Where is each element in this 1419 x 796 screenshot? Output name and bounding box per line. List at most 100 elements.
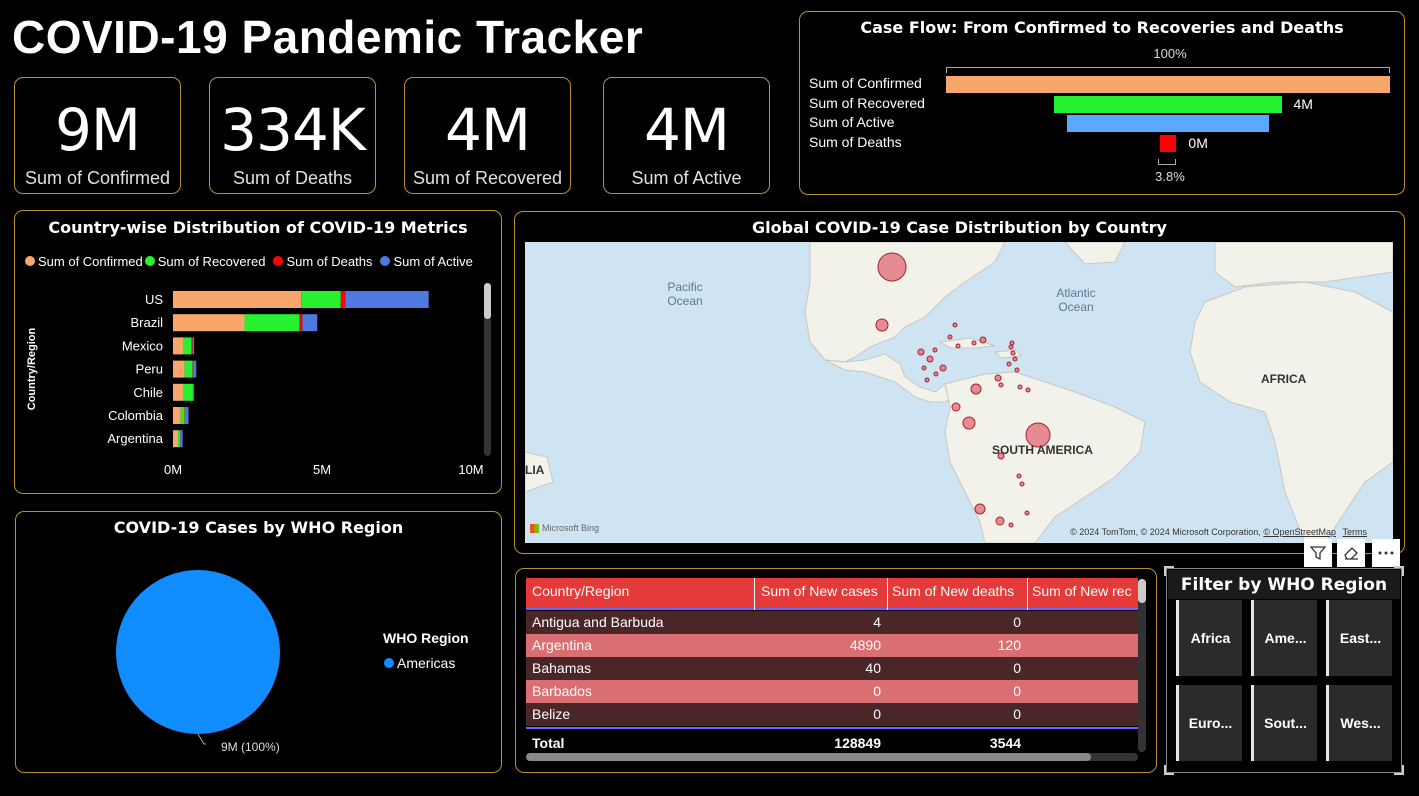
- bubble-costarica: [924, 377, 930, 383]
- pie-panel[interactable]: COVID-19 Cases by WHO Region 9M (100%) W…: [15, 511, 502, 773]
- slicer-button-western-pacific[interactable]: Wes...: [1326, 685, 1392, 761]
- eraser-icon[interactable]: [1337, 539, 1365, 567]
- chart-scrollbar[interactable]: [484, 283, 491, 456]
- header-country[interactable]: Country/Region: [532, 583, 630, 599]
- bar-segment-sum-of-recovered[interactable]: [183, 383, 193, 401]
- resize-handle-bl[interactable]: [1164, 765, 1174, 775]
- slicer-button-americas[interactable]: Ame...: [1251, 600, 1317, 676]
- bar-segment-sum-of-confirmed[interactable]: [173, 314, 245, 332]
- bubble-paraguay: [1019, 481, 1025, 487]
- table-panel[interactable]: Country/Region Sum of New cases Sum of N…: [515, 568, 1157, 773]
- kpi-card-confirmed[interactable]: 9M Sum of Confirmed: [14, 77, 181, 194]
- table-row[interactable]: Antigua and Barbuda 4 0: [526, 611, 1138, 634]
- bar-segment-sum-of-active[interactable]: [193, 383, 195, 401]
- kpi-card-deaths[interactable]: 334K Sum of Deaths: [209, 77, 376, 194]
- bar-segment-sum-of-confirmed[interactable]: [173, 291, 302, 308]
- region-slicer[interactable]: Filter by WHO Region Africa Ame... East.…: [1164, 566, 1404, 775]
- resize-handle-tr[interactable]: [1394, 566, 1404, 576]
- x-tick-label: 5M: [313, 462, 331, 477]
- pie-chart: [116, 570, 280, 745]
- bar-segment-sum-of-recovered[interactable]: [178, 430, 181, 448]
- map-terms-link[interactable]: Terms: [1342, 527, 1368, 537]
- bar-segment-sum-of-deaths[interactable]: [340, 291, 346, 308]
- map-attribution-text: © 2024 TomTom, © 2024 Microsoft Corporat…: [1070, 527, 1261, 537]
- funnel-bar[interactable]: [1054, 95, 1282, 113]
- slicer-button-africa[interactable]: Africa: [1176, 600, 1242, 676]
- kpi-label-confirmed: Sum of Confirmed: [24, 168, 171, 188]
- bar-segment-sum-of-recovered[interactable]: [244, 314, 300, 332]
- table-row[interactable]: Barbados 0 0: [526, 680, 1138, 703]
- bar-segment-sum-of-active[interactable]: [302, 314, 318, 332]
- funnel-title: Case Flow: From Confirmed to Recoveries …: [860, 18, 1344, 37]
- pie-legend-item[interactable]: Americas: [384, 655, 455, 671]
- table-vscrollbar-thumb[interactable]: [1138, 579, 1146, 603]
- chart-scrollbar-thumb[interactable]: [484, 283, 491, 319]
- bar-segment-sum-of-confirmed[interactable]: [173, 407, 181, 424]
- funnel-bar[interactable]: [1159, 135, 1177, 153]
- legend-deaths[interactable]: Sum of Deaths: [273, 254, 372, 269]
- bar-segment-sum-of-confirmed[interactable]: [173, 360, 185, 378]
- bar-segment-sum-of-active[interactable]: [192, 337, 195, 355]
- funnel-bar[interactable]: [946, 76, 1390, 93]
- table-hscrollbar-thumb[interactable]: [526, 753, 1091, 761]
- bubble-ecuador: [951, 402, 961, 412]
- bubble-bolivia: [997, 452, 1005, 460]
- funnel-panel[interactable]: Case Flow: From Confirmed to Recoveries …: [799, 11, 1405, 195]
- bar-segment-sum-of-recovered[interactable]: [301, 291, 341, 308]
- cell-new-cases: 0: [873, 706, 881, 722]
- map-panel[interactable]: Global COVID-19 Case Distribution by Cou…: [514, 211, 1405, 554]
- country-chart-panel[interactable]: Country-wise Distribution of COVID-19 Me…: [14, 210, 502, 494]
- bar-segment-sum-of-confirmed[interactable]: [173, 337, 184, 355]
- map-osm-link[interactable]: © OpenStreetMap: [1263, 527, 1336, 537]
- header-new-cases[interactable]: Sum of New cases: [761, 583, 878, 599]
- table-row[interactable]: Belize 0 0: [526, 703, 1138, 726]
- bubble-us: [877, 252, 907, 282]
- slicer-button-eastern-mediterranean[interactable]: East...: [1326, 600, 1392, 676]
- resize-handle-br[interactable]: [1394, 765, 1404, 775]
- funnel-top-bracket: [946, 67, 1390, 73]
- resize-handle-tl[interactable]: [1164, 566, 1174, 576]
- bar-segment-sum-of-confirmed[interactable]: [173, 430, 179, 448]
- funnel-bottom-bracket: [1158, 159, 1176, 165]
- legend-recovered[interactable]: Sum of Recovered: [144, 254, 265, 269]
- map-bing-logo: Microsoft Bing: [530, 523, 599, 533]
- table-vscrollbar[interactable]: [1138, 579, 1146, 752]
- x-tick-label: 0M: [164, 462, 182, 477]
- filter-icon[interactable]: [1304, 539, 1332, 567]
- header-new-recovered[interactable]: Sum of New rec: [1032, 583, 1132, 599]
- bar-segment-sum-of-recovered[interactable]: [183, 337, 192, 355]
- table-container: Country/Region Sum of New cases Sum of N…: [526, 578, 1138, 758]
- bar-segment-sum-of-confirmed[interactable]: [173, 383, 184, 401]
- world-map[interactable]: Pacific Ocean Atlantic Ocean AFRICA SOUT…: [525, 242, 1393, 543]
- slicer-button-europe[interactable]: Euro...: [1176, 685, 1242, 761]
- kpi-card-active[interactable]: 4M Sum of Active: [603, 77, 770, 194]
- bubble-venezuela: [994, 374, 1002, 382]
- country-chart-title: Country-wise Distribution of COVID-19 Me…: [48, 218, 468, 237]
- legend-active[interactable]: Sum of Active: [380, 254, 473, 269]
- bar-segment-sum-of-active[interactable]: [184, 407, 189, 424]
- legend-confirmed[interactable]: Sum of Confirmed: [25, 254, 143, 269]
- kpi-value-recovered: 4M: [445, 96, 531, 164]
- bar-segment-sum-of-active[interactable]: [180, 430, 183, 448]
- bar-segment-sum-of-deaths[interactable]: [299, 314, 303, 332]
- slicer-button-south-east-asia[interactable]: Sout...: [1251, 685, 1317, 761]
- bubble-guatemala: [926, 355, 934, 363]
- bubble-elsalvador: [921, 365, 927, 371]
- table-row[interactable]: Argentina 4890 120: [526, 634, 1138, 657]
- bar-segment-sum-of-active[interactable]: [193, 360, 197, 378]
- header-new-deaths[interactable]: Sum of New deaths: [892, 583, 1015, 599]
- bar-segment-sum-of-deaths[interactable]: [191, 337, 193, 355]
- cell-new-deaths: 120: [997, 637, 1021, 653]
- table-hscrollbar[interactable]: [526, 753, 1138, 761]
- bar-segment-sum-of-recovered[interactable]: [184, 360, 193, 378]
- more-options-icon[interactable]: [1372, 539, 1400, 567]
- table-row[interactable]: Bahamas 40 0: [526, 657, 1138, 680]
- bar-segment-sum-of-recovered[interactable]: [180, 407, 185, 424]
- bubble-uruguay: [1024, 510, 1030, 516]
- bar-segment-sum-of-active[interactable]: [345, 291, 429, 308]
- bubble-jamaica: [955, 343, 961, 349]
- funnel-bar[interactable]: [1067, 115, 1269, 133]
- kpi-card-recovered[interactable]: 4M Sum of Recovered: [404, 77, 571, 194]
- pie-data-label: 9M (100%): [221, 740, 280, 754]
- bar-segment-sum-of-deaths[interactable]: [192, 360, 194, 378]
